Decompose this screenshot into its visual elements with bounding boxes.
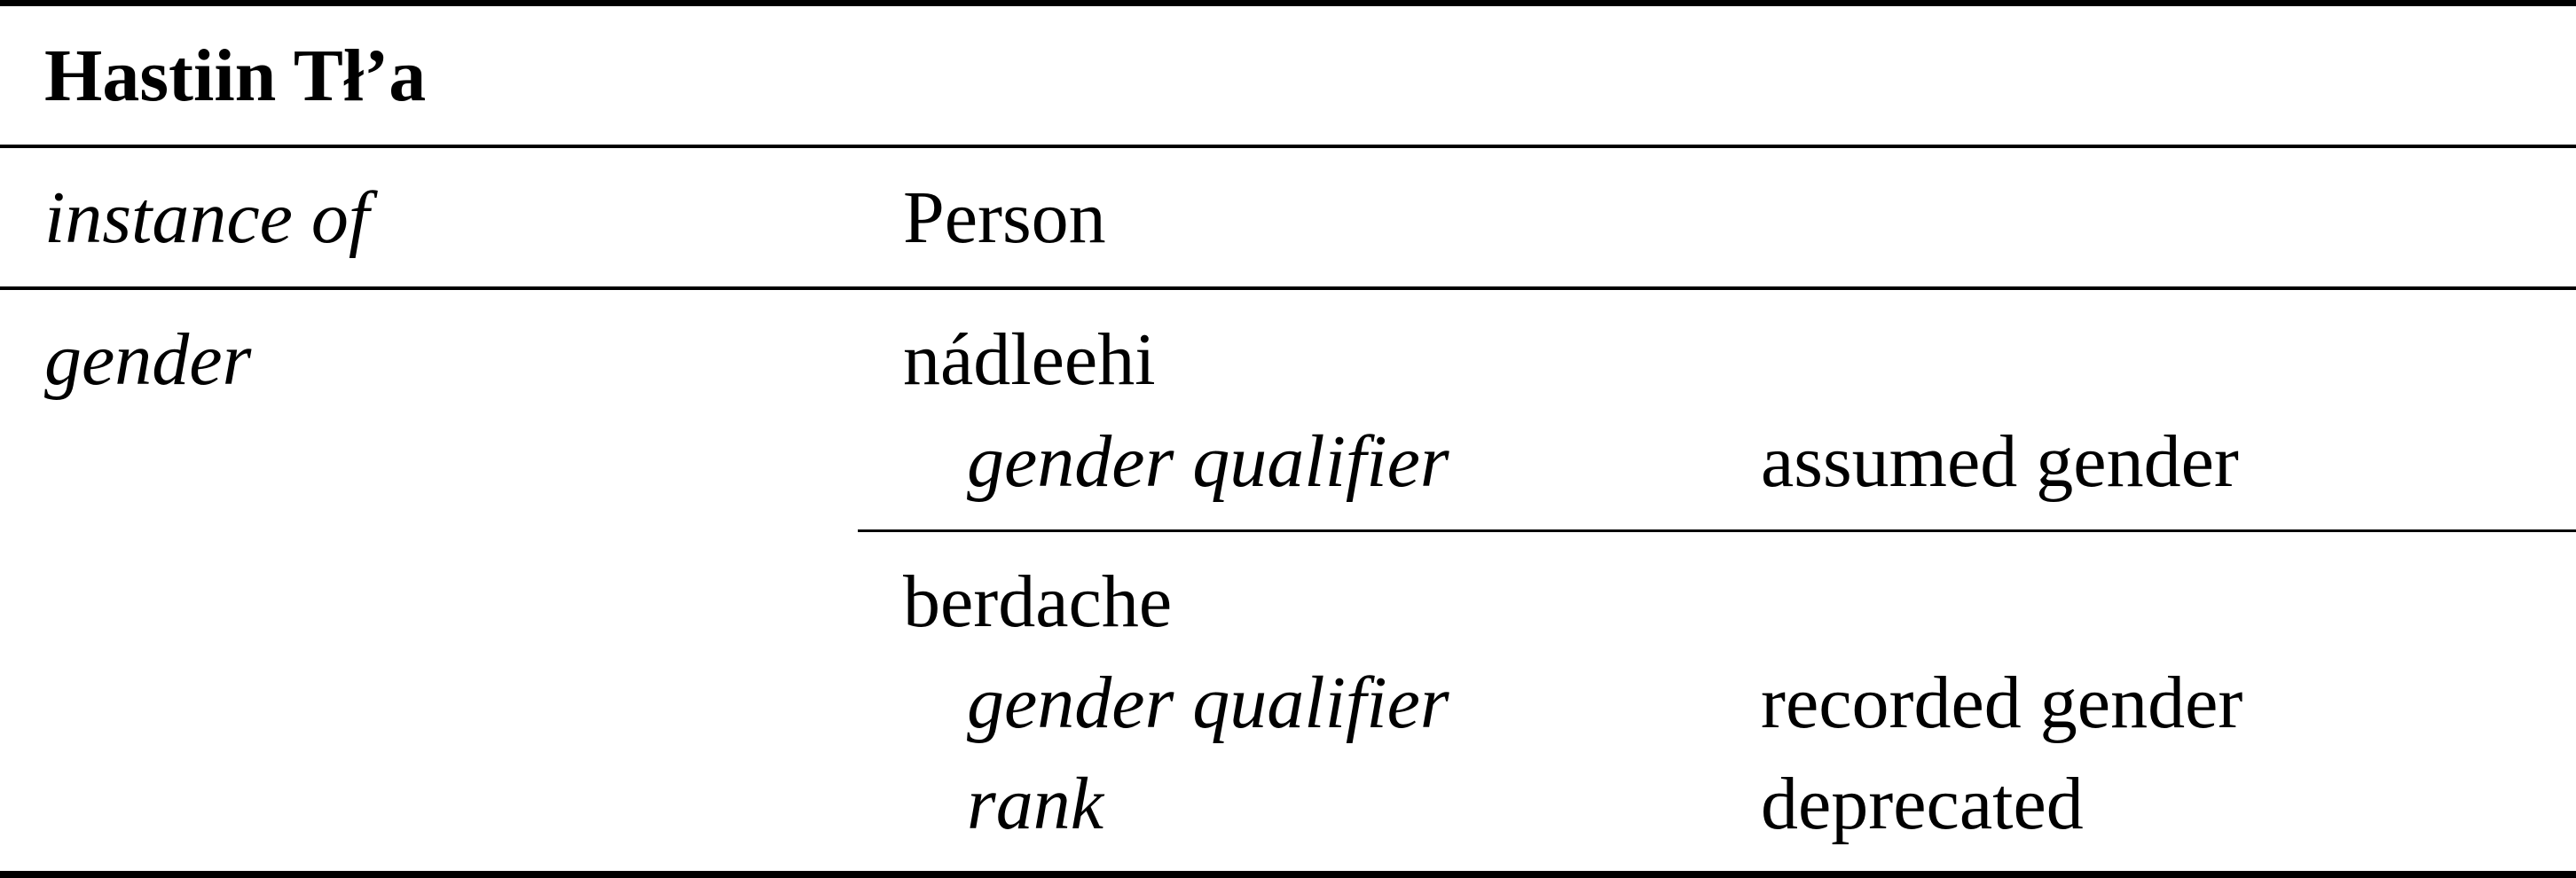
entity-title: Hastiin Tł’a <box>44 35 427 117</box>
property-label-instance-of: instance of <box>44 176 370 259</box>
row-separator-rule <box>0 286 2576 290</box>
table-bottom-rule <box>0 871 2576 878</box>
qualifier-label-rank: rank <box>967 763 1103 845</box>
qualifier-value-assumed-gender: assumed gender <box>1761 420 2239 503</box>
property-label-gender: gender <box>44 318 252 401</box>
qualifier-value-deprecated: deprecated <box>1761 763 2084 845</box>
table-top-rule <box>0 0 2576 6</box>
title-separator-rule <box>0 145 2576 148</box>
value-person: Person <box>903 176 1106 259</box>
value-berdache: berdache <box>903 561 1173 643</box>
qualifier-label-gender-qualifier: gender qualifier <box>967 420 1449 503</box>
qualifier-value-recorded-gender: recorded gender <box>1761 662 2243 744</box>
value-nadleehi: nádleehi <box>903 318 1156 401</box>
value-separator-rule <box>858 529 2576 532</box>
qualifier-label-gender-qualifier: gender qualifier <box>967 662 1449 744</box>
